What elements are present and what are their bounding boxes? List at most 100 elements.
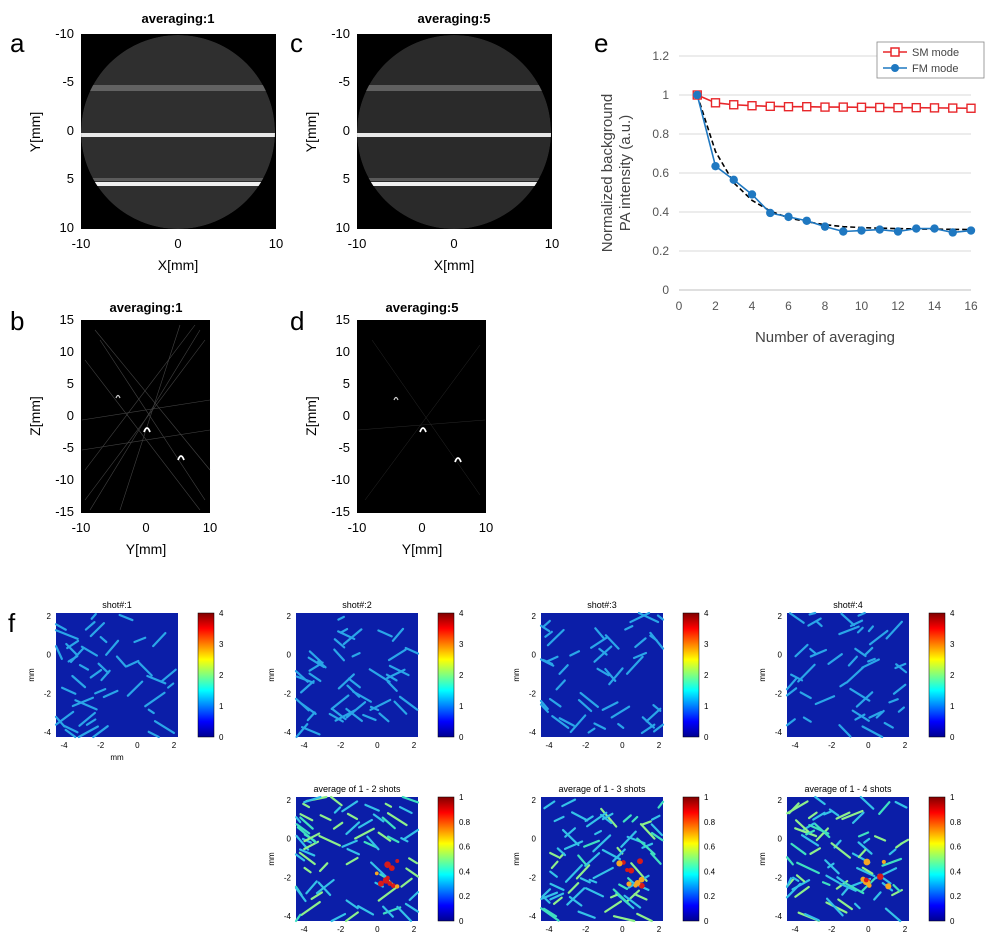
heatmap-streak bbox=[318, 834, 342, 847]
chart-series-fm-line bbox=[696, 94, 972, 234]
heatmap-streak bbox=[809, 648, 828, 658]
svg-text:10: 10 bbox=[60, 344, 74, 359]
heatmap-streak bbox=[102, 689, 119, 699]
chart-y-tick: 0.4 bbox=[652, 205, 669, 219]
heatmap-streak bbox=[645, 707, 662, 723]
heatmap-streak bbox=[853, 902, 861, 910]
heatmap-x-tick: 2 bbox=[172, 741, 177, 750]
heatmap-x-tick: -2 bbox=[582, 741, 590, 750]
heatmap-streak bbox=[584, 852, 601, 867]
heatmap-streak bbox=[308, 672, 322, 683]
svg-text:-5: -5 bbox=[62, 74, 74, 89]
heatmap-streak bbox=[815, 620, 823, 628]
fm-mode-point bbox=[857, 226, 866, 235]
heatmap-streak bbox=[636, 837, 656, 856]
heatmap-streak bbox=[294, 913, 302, 923]
heatmap-streak bbox=[315, 878, 335, 895]
heatmap-streak bbox=[593, 645, 613, 663]
heatmap-streak bbox=[563, 840, 584, 850]
heatmap-streak bbox=[298, 848, 316, 857]
svg-text:10: 10 bbox=[545, 236, 559, 251]
heatmap-hotspot bbox=[616, 860, 623, 867]
heatmap-streak bbox=[332, 821, 344, 830]
heatmap-streak bbox=[97, 662, 110, 674]
sm-mode-point bbox=[893, 102, 903, 113]
svg-text:10: 10 bbox=[60, 220, 74, 235]
heatmap-streak bbox=[812, 811, 826, 821]
heatmap-streak bbox=[308, 650, 323, 664]
heatmap-streak bbox=[345, 701, 367, 719]
heatmap-streak bbox=[78, 711, 96, 727]
heatmap-streak bbox=[873, 891, 882, 901]
colorbar-tick-label: 0.8 bbox=[704, 818, 716, 827]
heatmap-streak bbox=[333, 806, 342, 814]
heatmap-streak bbox=[552, 896, 563, 905]
colorbar-tick-label: 1 bbox=[459, 702, 464, 711]
heatmap-streak bbox=[294, 670, 309, 683]
colorbar-tick-label: 3 bbox=[459, 640, 464, 649]
heatmap-streak bbox=[299, 813, 314, 822]
heatmap-y-tick: -4 bbox=[529, 728, 537, 737]
colorbar-tick-label: 0.2 bbox=[704, 892, 716, 901]
heatmap-streak bbox=[802, 716, 812, 723]
heatmap-streak bbox=[808, 611, 817, 616]
chart-y-tick-labels: 0 0.2 0.4 0.6 0.8 1 1.2 bbox=[652, 49, 669, 297]
heatmap-streak bbox=[558, 717, 575, 727]
heatmap-streak bbox=[372, 813, 385, 823]
fm-mode-point bbox=[729, 175, 738, 185]
panel-a-xlabel: X[mm] bbox=[158, 257, 198, 273]
heatmap-streak bbox=[384, 802, 393, 808]
heatmap-y-tick: -2 bbox=[44, 689, 52, 698]
heatmap-x-tick: -2 bbox=[337, 925, 345, 934]
heatmap-streak bbox=[295, 823, 311, 835]
heatmap-x-tick: -2 bbox=[828, 925, 836, 934]
colorbar-tick-label: 0 bbox=[950, 917, 955, 926]
heatmap-streak bbox=[328, 712, 344, 723]
heatmap-x-tick: -2 bbox=[97, 741, 105, 750]
heatmap-streak bbox=[319, 814, 332, 822]
heatmap-streak bbox=[548, 697, 562, 708]
sm-mode-point bbox=[765, 101, 775, 112]
heatmap-streak bbox=[796, 861, 820, 875]
heatmap-streak bbox=[352, 690, 372, 703]
heatmap-streak bbox=[54, 645, 63, 660]
panel-c-xlabel: X[mm] bbox=[434, 257, 474, 273]
heatmap-streak bbox=[894, 800, 908, 809]
colorbar-tick-label: 0 bbox=[219, 733, 224, 742]
heatmap-streak bbox=[785, 687, 798, 697]
colorbar-tick-label: 0.8 bbox=[950, 818, 962, 827]
sm-mode-point bbox=[875, 102, 885, 113]
heatmap-streak bbox=[90, 612, 97, 620]
heatmap-streak bbox=[99, 636, 108, 644]
heatmap-streak bbox=[851, 811, 865, 824]
chart-y-tick: 0 bbox=[662, 283, 669, 297]
heatmap-streak bbox=[378, 712, 390, 723]
heatmap-streak bbox=[577, 854, 587, 866]
heatmap-streak bbox=[592, 866, 614, 880]
heatmap-streak bbox=[604, 667, 617, 682]
heatmap-streak bbox=[639, 823, 656, 840]
legend-marker-fm bbox=[891, 64, 899, 72]
colorbar-tick-label: 1 bbox=[950, 793, 955, 802]
heatmap-streak bbox=[294, 886, 307, 903]
heatmap-streak bbox=[600, 807, 618, 828]
heatmap-streak bbox=[345, 856, 359, 866]
heatmap-streak bbox=[631, 815, 639, 823]
colorbar-tick-label: 0.4 bbox=[459, 867, 471, 876]
heatmap-streak bbox=[549, 851, 560, 859]
heatmap-x-tick: 0 bbox=[620, 741, 625, 750]
chart-x-tick: 14 bbox=[928, 299, 942, 313]
panel-d-title: averaging:5 bbox=[386, 300, 459, 315]
heatmap-streak bbox=[556, 847, 567, 857]
heatmap-streak bbox=[337, 630, 356, 641]
heatmap-x-tick: 0 bbox=[135, 741, 140, 750]
heatmap-hotspot bbox=[395, 859, 400, 863]
heatmap-streak bbox=[825, 874, 840, 884]
panel-a: averaging:1 -10 -5 0 5 10 -10 0 10 X[mm]… bbox=[27, 11, 283, 273]
colorbar-tick-label: 4 bbox=[459, 609, 464, 618]
heatmap-streak bbox=[307, 656, 325, 669]
heatmap-hotspot bbox=[390, 883, 396, 889]
heatmap-x-tick: 2 bbox=[903, 741, 908, 750]
heatmap-streak bbox=[551, 715, 570, 730]
heatmap-streak bbox=[657, 800, 665, 809]
